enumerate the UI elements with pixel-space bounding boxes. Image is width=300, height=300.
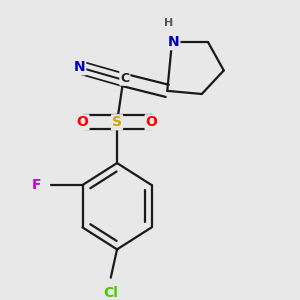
Text: N: N	[168, 35, 179, 49]
Text: C: C	[120, 72, 129, 85]
Text: O: O	[146, 115, 158, 129]
Text: N: N	[74, 60, 85, 74]
Text: Cl: Cl	[103, 286, 118, 300]
Text: F: F	[32, 178, 42, 192]
Text: S: S	[112, 115, 122, 129]
Text: H: H	[164, 18, 173, 28]
Text: O: O	[76, 115, 88, 129]
